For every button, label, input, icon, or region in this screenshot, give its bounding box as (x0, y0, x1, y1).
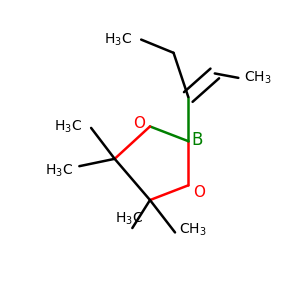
Text: B: B (191, 131, 202, 149)
Text: CH$_3$: CH$_3$ (179, 222, 207, 238)
Text: H$_3$C: H$_3$C (104, 32, 132, 48)
Text: O: O (193, 185, 205, 200)
Text: H$_3$C: H$_3$C (115, 210, 143, 226)
Text: O: O (134, 116, 146, 131)
Text: H$_3$C: H$_3$C (45, 162, 74, 179)
Text: H$_3$C: H$_3$C (54, 118, 82, 135)
Text: CH$_3$: CH$_3$ (244, 70, 272, 86)
